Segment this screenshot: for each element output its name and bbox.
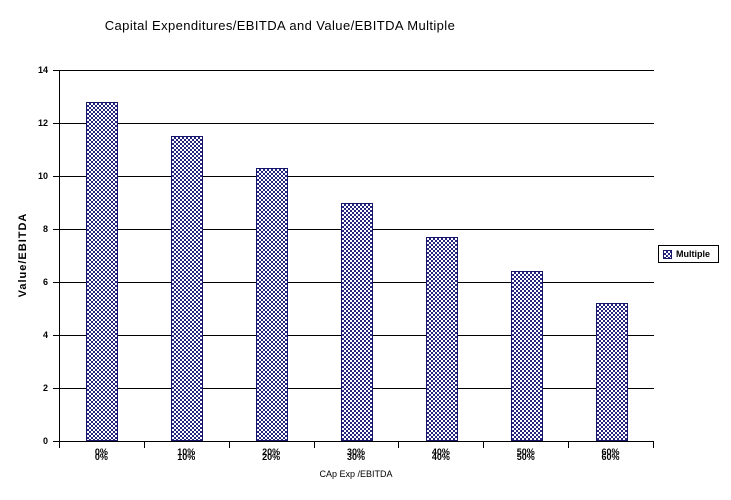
gridline (60, 70, 654, 71)
y-tick-mark (53, 335, 59, 336)
y-tick-mark (53, 388, 59, 389)
legend-label: Multiple (676, 249, 710, 259)
x-category-label: 10% 10% (177, 447, 196, 462)
legend-swatch-pattern-icon (663, 249, 672, 259)
x-category-label: 40% 40% (431, 447, 450, 462)
y-tick-label: 10 (37, 170, 48, 181)
bar (341, 202, 373, 441)
y-tick-label: 6 (42, 276, 48, 287)
bar (171, 136, 204, 441)
x-tick-mark (228, 442, 230, 448)
bar (595, 303, 628, 441)
y-tick-label: 0 (42, 435, 48, 446)
x-category-label: 20% 20% (262, 447, 281, 462)
x-category-label: 30% 30% (346, 447, 365, 462)
y-tick-mark (53, 176, 59, 177)
gridline (60, 123, 654, 124)
x-tick-mark (313, 442, 315, 448)
y-axis-title: Value/EBITDA (17, 212, 29, 298)
y-tick-mark (53, 441, 59, 442)
y-tick-mark (53, 70, 59, 71)
x-tick-mark (483, 442, 485, 448)
y-tick-label: 4 (42, 329, 48, 340)
x-axis-title: CAp Exp /EBITDA (319, 469, 393, 479)
gridline (60, 176, 654, 177)
x-tick-mark (568, 442, 570, 448)
plot-area (59, 70, 654, 442)
y-tick-label: 12 (37, 117, 48, 128)
y-tick-label: 2 (42, 382, 48, 393)
bar (510, 271, 543, 441)
x-category-label: 60% 60% (601, 447, 620, 462)
x-tick-mark (653, 442, 654, 448)
y-tick-label: 8 (42, 223, 48, 234)
chart-title: Capital Expenditures/EBITDA and Value/EB… (104, 18, 456, 33)
y-tick-label: 14 (37, 64, 48, 75)
x-category-label: 50% 50% (516, 447, 535, 462)
bar (256, 168, 289, 441)
legend: Multiple (658, 245, 719, 263)
bar (425, 236, 458, 441)
y-tick-mark (53, 229, 59, 230)
bar (86, 101, 119, 441)
y-tick-mark (53, 123, 59, 124)
x-tick-mark (143, 442, 145, 448)
x-tick-mark (398, 442, 400, 448)
x-category-label: 0% 0% (94, 447, 108, 462)
x-tick-mark (59, 442, 60, 448)
y-tick-mark (53, 282, 59, 283)
